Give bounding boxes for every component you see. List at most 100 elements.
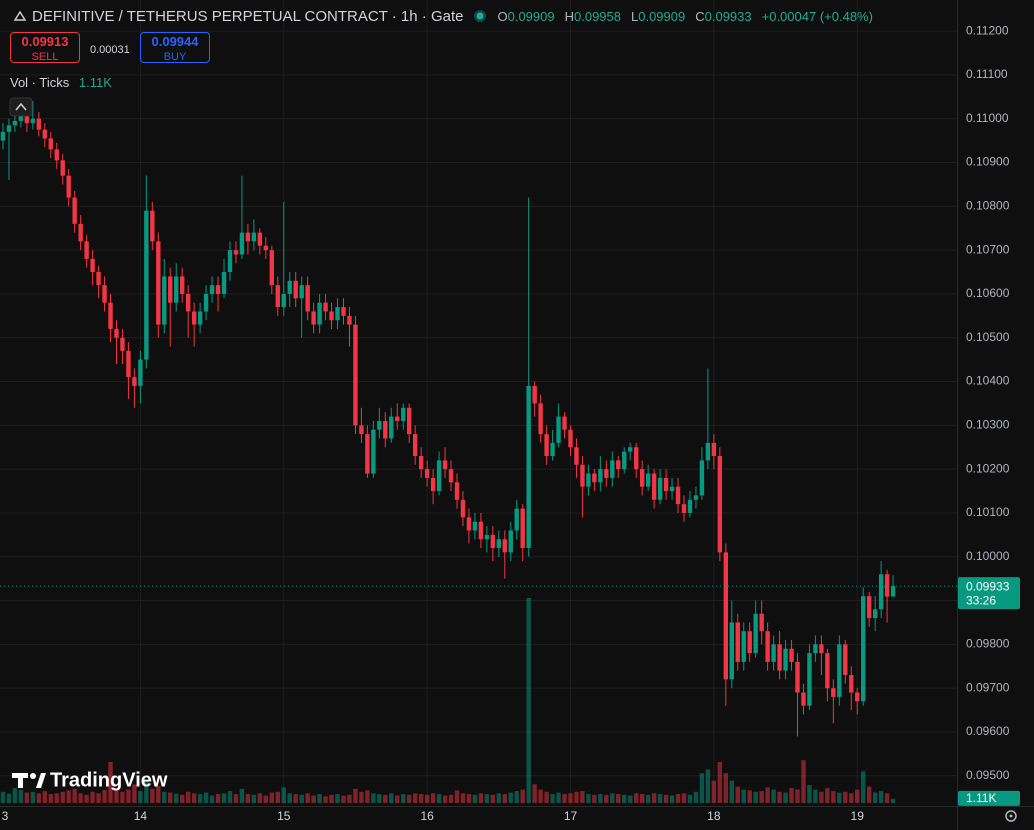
y-tick-label: 0.11000	[966, 111, 1009, 125]
volume-bar	[245, 794, 251, 803]
buy-button[interactable]: 0.09944 BUY	[140, 32, 210, 63]
x-tick-label: 19	[851, 809, 865, 823]
volume-bar	[496, 793, 502, 803]
axes: 0.11200 0.11100 0.11000 0.10900 0.10800 0.107…	[2, 23, 1020, 823]
volume-bar	[365, 790, 370, 803]
spread: 0.00031	[90, 44, 130, 56]
brand-logo: TradingView	[12, 769, 168, 791]
candle-body	[496, 539, 502, 548]
legend-change: +0.00047 (+0.48%)	[761, 8, 873, 24]
volume-bar	[353, 788, 358, 803]
volume-bar	[72, 788, 77, 803]
candle-body	[347, 315, 352, 325]
candle-body	[0, 131, 6, 141]
buy-price[interactable]: 0.09944	[151, 34, 199, 49]
volume-bar	[371, 793, 376, 803]
sell-button[interactable]: 0.09913 SELL	[10, 32, 80, 63]
volume-bar	[562, 794, 567, 803]
volume-bar	[329, 794, 334, 803]
volume-bar	[209, 795, 215, 803]
collapse-arrow[interactable]	[14, 10, 26, 22]
candle-body	[305, 285, 310, 312]
volume-bar	[783, 792, 788, 803]
volume-bar	[454, 790, 460, 803]
candle-body	[741, 631, 746, 662]
volume-bar	[843, 791, 848, 803]
volume-bar	[436, 794, 442, 803]
volume-bar	[861, 771, 866, 803]
candle-body	[574, 447, 579, 465]
collapse-box[interactable]	[9, 97, 33, 117]
volume-bar	[424, 794, 430, 803]
volume-bar	[484, 794, 490, 803]
candle-body	[365, 434, 370, 474]
candle-body	[72, 197, 77, 224]
settings-icon[interactable]	[1005, 810, 1017, 822]
candle-body	[460, 499, 466, 518]
candle-body	[622, 451, 627, 470]
candle-body	[783, 648, 788, 671]
candle-body	[257, 232, 263, 246]
volume-bar	[639, 794, 645, 803]
volume-bar	[311, 795, 316, 803]
volume-bar	[150, 788, 155, 803]
header: DEFINITIVE / TETHERUS PERPETUAL CONTRACT…	[14, 6, 877, 26]
candle-body	[418, 456, 424, 470]
volume-bar	[90, 791, 95, 803]
candle-body	[586, 473, 591, 487]
candle-body	[723, 552, 729, 680]
y-tick-label: 0.09700	[966, 680, 1010, 694]
settings-gear-center[interactable]	[1009, 814, 1013, 818]
candle-body	[275, 285, 280, 308]
volume-bar	[514, 791, 519, 803]
sell-label[interactable]: SELL	[31, 51, 59, 63]
volume-bar	[747, 790, 752, 803]
collapse-button[interactable]	[9, 97, 33, 117]
candle-body	[472, 521, 478, 531]
volume-bar	[460, 793, 466, 803]
volume-bar	[448, 794, 454, 803]
candle-body	[861, 596, 866, 702]
volume-bar	[191, 793, 197, 803]
volume-bar	[657, 794, 663, 803]
volume-bar	[574, 791, 579, 803]
volume-bar	[693, 791, 699, 803]
candle-body	[735, 622, 740, 662]
volume-bar	[586, 794, 591, 803]
volume-bar	[837, 792, 842, 803]
candle-body	[562, 416, 567, 430]
volume-bar	[185, 791, 191, 803]
volume-bar	[418, 794, 424, 803]
candle-body	[323, 302, 328, 312]
candle-body	[162, 276, 167, 325]
candles	[0, 101, 957, 737]
candle-body	[281, 293, 286, 308]
volume-bar	[233, 794, 239, 803]
volume-bar	[221, 793, 227, 803]
volume-bar	[84, 794, 89, 803]
candle-body	[675, 486, 681, 505]
sell-price[interactable]: 0.09913	[21, 34, 69, 49]
volume-bar	[317, 794, 322, 803]
volume-bar	[102, 789, 107, 803]
candle-body	[42, 129, 48, 139]
candle-body	[639, 469, 645, 487]
candle-body	[191, 311, 197, 325]
candle-body	[849, 675, 854, 693]
candle-body	[478, 521, 484, 540]
collapse-chevron[interactable]	[15, 102, 27, 111]
volume-bar	[335, 794, 340, 803]
volume-bar	[884, 793, 890, 803]
x-tick-label: 17	[564, 809, 578, 823]
volume-bar	[0, 791, 6, 803]
candle-body	[771, 644, 776, 662]
candle-body	[436, 460, 442, 492]
volume-bar	[323, 796, 328, 803]
volume-bar	[347, 794, 352, 803]
volume-bar	[215, 794, 221, 803]
candle-body	[114, 328, 119, 338]
buy-label[interactable]: BUY	[163, 51, 187, 63]
volume-bar	[741, 789, 746, 803]
settings-gear[interactable]	[1005, 810, 1017, 822]
